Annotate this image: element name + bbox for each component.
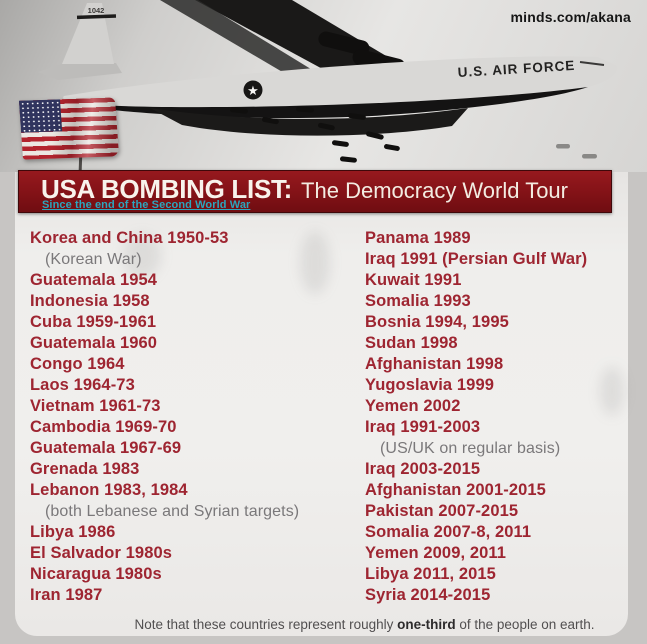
list-entry: Cuba 1959-1961 xyxy=(30,313,157,331)
note-prefix: Note that these countries represent roug… xyxy=(134,617,398,632)
b52-bomber-photo: 1042 ★ U.S. AIR FORCE xyxy=(0,0,647,172)
plane-fuselage xyxy=(63,56,618,108)
background-smudge xyxy=(300,232,330,294)
tail-stripe xyxy=(76,14,117,20)
list-entry: Yugoslavia 1999 xyxy=(365,376,494,394)
list-entry: Libya 1986 xyxy=(30,523,116,541)
list-entry: Afghanistan 2001-2015 xyxy=(365,481,546,499)
footer-note: Note that these countries represent roug… xyxy=(15,617,628,632)
watermark-url: minds.com/akana xyxy=(510,9,631,25)
cockpit-detail xyxy=(579,61,605,66)
note-bold-fragment: one-third xyxy=(397,617,456,632)
list-entry: Bosnia 1994, 1995 xyxy=(365,313,509,331)
list-entry: Korea and China 1950-53 xyxy=(30,229,229,247)
list-entry: Nicaragua 1980s xyxy=(30,565,162,583)
note-suffix: of the people on earth. xyxy=(455,617,595,632)
list-entry: Yemen 2002 xyxy=(365,397,461,415)
list-entry: Lebanon 1983, 1984 xyxy=(30,481,188,499)
list-entry: Guatemala 1954 xyxy=(30,271,158,289)
list-entry: Iran 1987 xyxy=(30,586,103,604)
list-sub-note: (both Lebanese and Syrian targets) xyxy=(45,503,300,520)
plane-belly xyxy=(78,87,588,119)
falling-bombs xyxy=(229,106,400,163)
list-entry: Somalia 2007-8, 2011 xyxy=(365,523,532,541)
banner-title-line: USA BOMBING LIST: The Democracy World Tou… xyxy=(41,174,568,205)
bomb-bay-shadow xyxy=(150,108,468,136)
background-smudge xyxy=(600,367,624,415)
flag-wave-shading xyxy=(18,97,120,160)
tail-number-text: 1042 xyxy=(88,6,105,15)
list-entry: Laos 1964-73 xyxy=(30,376,135,394)
title-banner: USA BOMBING LIST: The Democracy World Tou… xyxy=(18,170,612,213)
list-sub-note: (Korean War) xyxy=(45,251,142,268)
banner-title-bold: USA BOMBING LIST: xyxy=(41,174,293,204)
list-entry: Congo 1964 xyxy=(30,355,125,373)
banner-title-rest: The Democracy World Tour xyxy=(301,178,568,203)
list-entry: Guatemala 1967-69 xyxy=(30,439,182,457)
star-icon: ★ xyxy=(247,83,259,98)
list-entry: Kuwait 1991 xyxy=(365,271,462,289)
background-smudge xyxy=(123,234,161,278)
distant-bombs xyxy=(556,144,597,159)
list-entry: Panama 1989 xyxy=(365,229,471,247)
b52-plane-illustration: 1042 ★ U.S. AIR FORCE xyxy=(38,0,618,163)
list-entry: Sudan 1998 xyxy=(365,334,458,352)
list-entry: Guatemala 1960 xyxy=(30,334,158,352)
banner-tagline: Since the end of the Second World War xyxy=(42,199,251,211)
list-entry: Cambodia 1969-70 xyxy=(30,418,177,436)
us-flag xyxy=(18,97,120,160)
plane-tailplane xyxy=(38,63,122,80)
list-sub-note: (US/UK on regular basis) xyxy=(380,440,561,457)
list-entry: Afghanistan 1998 xyxy=(365,355,504,373)
list-entry: Indonesia 1958 xyxy=(30,292,150,310)
list-entry: Vietnam 1961-73 xyxy=(30,397,161,415)
list-entry: Yemen 2009, 2011 xyxy=(365,544,507,562)
list-entry: Syria 2014-2015 xyxy=(365,586,491,604)
air-force-marking: U.S. AIR FORCE xyxy=(457,58,575,80)
bombing-list-left-column: Korea and China 1950-53 (Korean War) Guate… xyxy=(30,228,350,606)
list-entry: Libya 2011, 2015 xyxy=(365,565,496,583)
star-roundel xyxy=(243,80,263,100)
list-panel xyxy=(15,172,628,636)
bombing-list-right-column: Panama 1989 Iraq 1991 (Persian Gulf War) K… xyxy=(365,228,630,606)
list-entry: Pakistan 2007-2015 xyxy=(365,502,519,520)
list-entry: Iraq 2003-2015 xyxy=(365,460,481,478)
list-entry: Iraq 1991-2003 xyxy=(365,418,481,436)
list-entry: Iraq 1991 (Persian Gulf War) xyxy=(365,250,588,268)
list-entry: Grenada 1983 xyxy=(30,460,140,478)
list-entry: Somalia 1993 xyxy=(365,292,471,310)
list-entry: El Salvador 1980s xyxy=(30,544,173,562)
